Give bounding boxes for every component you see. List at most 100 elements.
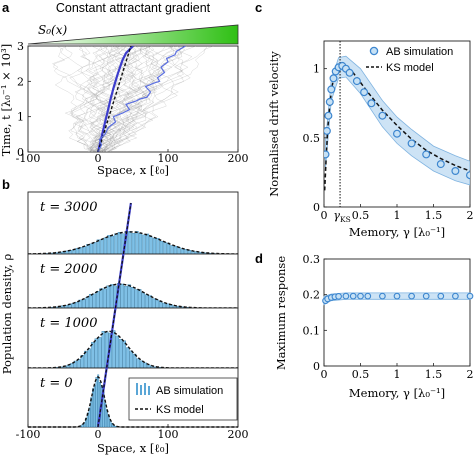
ab-point: [422, 292, 430, 300]
background-trajectory: [64, 46, 113, 152]
y-tick-label: 0.5: [303, 132, 321, 145]
background-trajectory: [91, 46, 164, 152]
histogram-bar: [96, 291, 100, 309]
histogram-bar: [143, 362, 147, 369]
histogram-bar: [75, 301, 79, 309]
background-trajectory: [99, 46, 119, 152]
subpanel-frame: [27, 307, 239, 369]
ab-point: [324, 150, 330, 159]
y-tick-label: 1: [17, 111, 24, 124]
x-tick-label: 200: [228, 152, 249, 165]
histogram-bar: [149, 236, 153, 255]
histogram-bar: [98, 337, 102, 369]
confidence-band: [325, 55, 470, 186]
histogram-bar: [147, 364, 151, 369]
histogram-bar: [107, 235, 111, 255]
y-tick-label: 0: [313, 360, 320, 373]
x-tick-label: -100: [16, 152, 41, 165]
panel-c: c 0 0.5 1 1.5 2 00.51 γKS Memory, γ [λ₀⁻¹] N…: [255, 0, 474, 239]
ab-point: [325, 97, 334, 106]
legend-ks-label: KS model: [156, 404, 204, 416]
ab-point: [393, 129, 402, 138]
drift-line-ks: [97, 202, 132, 428]
ab-point: [360, 88, 369, 97]
ab-point: [327, 85, 336, 94]
histogram-bar: [85, 297, 89, 309]
histogram-bar: [90, 397, 93, 428]
histogram-bar: [70, 363, 74, 369]
panel-a: a Constant attractant gradient S₀(x) -10…: [0, 0, 249, 177]
panel-c-ylabel: Normalised drift velocity: [267, 51, 281, 197]
histogram-bar: [173, 245, 178, 255]
x-tick-label: -100: [16, 428, 41, 441]
subpanel: t = 3000: [27, 191, 239, 255]
ab-point: [407, 139, 416, 148]
histogram-bar: [170, 245, 174, 255]
ab-point: [324, 111, 333, 120]
background-trajectory: [93, 46, 153, 152]
background-trajectory: [97, 46, 157, 152]
background-trajectory: [103, 46, 157, 152]
histogram-bar: [100, 239, 104, 255]
time-label: t = 0: [40, 376, 73, 391]
histogram-bar: [131, 287, 135, 309]
x-tick-label: 0.5: [352, 368, 370, 381]
background-trajectory: [89, 46, 138, 152]
ab-point: [379, 292, 386, 300]
panel-c-xlabel: Memory, γ [λ₀⁻¹]: [349, 225, 445, 239]
x-tick-label: 1.5: [425, 209, 443, 222]
panel-b-drift-line: [96, 202, 132, 428]
ab-point: [335, 293, 342, 300]
histogram-bar: [122, 340, 126, 369]
legend-c-ab-label: AB simulation: [386, 46, 453, 58]
histogram-bar: [138, 232, 143, 255]
histogram-bar: [95, 377, 98, 428]
y-tick-label: 2: [17, 75, 24, 88]
histogram-bar: [117, 232, 122, 255]
x-tick-label: 2: [467, 209, 474, 222]
ab-point: [364, 292, 372, 300]
ks-density-curve: [28, 375, 238, 428]
ab-point: [437, 292, 445, 300]
histogram-bar: [163, 242, 167, 255]
ab-point: [342, 292, 350, 300]
panel-b-x-ticks: -100 0 100 200: [16, 424, 249, 441]
histogram-bar: [86, 244, 90, 255]
histogram-bar: [94, 338, 98, 369]
panel-d-xlabel: Memory, γ [λ₀⁻¹]: [349, 386, 445, 400]
histogram-bar: [135, 231, 139, 255]
panel-b-ylabel: Population density, ρ: [0, 253, 14, 374]
histogram-bar: [110, 235, 115, 255]
ab-point: [349, 292, 357, 300]
histogram-bar: [82, 298, 86, 309]
histogram-bar: [93, 242, 97, 255]
histogram-bar: [106, 285, 110, 309]
histogram-bar: [162, 302, 166, 309]
panel-b-legend: AB simulation KS model: [128, 377, 238, 421]
y-tick-label: 0: [313, 201, 320, 214]
gamma-ks-tick-label: γKS: [333, 209, 350, 224]
panel-a-letter: a: [2, 0, 10, 15]
ab-point: [436, 160, 445, 169]
x-tick-label: 0.5: [352, 209, 370, 222]
ab-point: [324, 126, 331, 135]
histogram-bar: [138, 289, 142, 309]
ab-point: [329, 74, 338, 83]
panel-d-ylabel: Maximum response: [274, 256, 288, 370]
background-trajectory: [88, 46, 136, 152]
ab-point: [393, 292, 401, 300]
histogram-bar: [89, 243, 94, 255]
y-tick-label: 0.2: [303, 289, 321, 302]
histogram-bar: [142, 234, 146, 255]
histogram-bar: [155, 299, 159, 309]
histogram-bar: [141, 292, 145, 309]
histogram-bar: [115, 335, 119, 369]
background-trajectory: [103, 46, 160, 152]
ks-prediction-line: [97, 46, 132, 152]
histogram-bar: [152, 237, 157, 255]
background-trajectory: [92, 46, 182, 152]
background-trajectory: [106, 46, 182, 152]
histogram-bar: [156, 238, 160, 255]
background-trajectory: [91, 46, 183, 152]
panel-d-series: [322, 292, 474, 306]
